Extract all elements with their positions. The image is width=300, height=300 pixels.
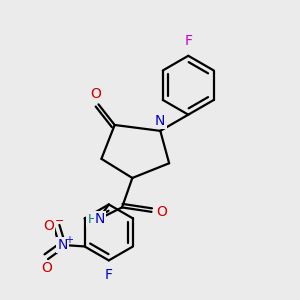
Text: N: N: [95, 212, 105, 226]
Text: N: N: [155, 114, 166, 128]
Text: F: F: [184, 34, 192, 48]
Text: O: O: [43, 219, 54, 233]
Text: O: O: [41, 261, 52, 275]
Text: F: F: [105, 268, 113, 282]
Text: O: O: [90, 87, 101, 101]
Text: O: O: [156, 205, 167, 219]
Text: +: +: [65, 235, 73, 245]
Text: H: H: [87, 213, 97, 226]
Text: N: N: [57, 238, 68, 252]
Text: −: −: [55, 215, 64, 226]
